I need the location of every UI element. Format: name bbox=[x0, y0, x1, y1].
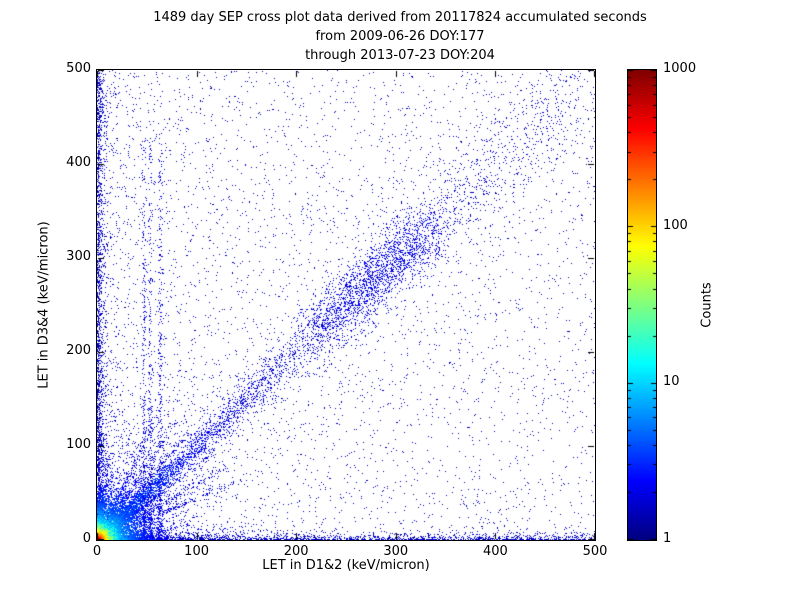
x-tick-label: 100 bbox=[184, 544, 209, 559]
colorbar-tick-label: 1000 bbox=[663, 61, 697, 76]
title-line-1: 1489 day SEP cross plot data derived fro… bbox=[153, 10, 647, 25]
colorbar-tick-label: 1 bbox=[663, 531, 672, 546]
plot-area bbox=[96, 69, 596, 541]
y-tick-label: 0 bbox=[82, 531, 91, 546]
x-axis-label: LET in D1&2 (keV/micron) bbox=[262, 558, 430, 573]
scatter-canvas bbox=[97, 70, 595, 540]
x-tick-label: 300 bbox=[383, 544, 409, 559]
x-tick-label: 200 bbox=[283, 544, 309, 559]
chart-title: 1489 day SEP cross plot data derived fro… bbox=[0, 8, 800, 65]
y-tick-label: 200 bbox=[66, 343, 91, 358]
x-tick-label: 400 bbox=[482, 544, 508, 559]
colorbar-tick-label: 100 bbox=[663, 217, 688, 233]
y-tick-label: 100 bbox=[66, 437, 91, 452]
colorbar-label: Counts bbox=[699, 282, 715, 328]
title-line-3: through 2013-07-23 DOY:204 bbox=[305, 48, 495, 63]
colorbar bbox=[627, 69, 657, 541]
y-tick-label: 300 bbox=[66, 249, 91, 264]
y-tick-label: 400 bbox=[66, 155, 91, 170]
x-tick-label: 0 bbox=[92, 544, 102, 559]
y-axis-label: LET in D3&4 (keV/micron) bbox=[36, 221, 52, 389]
colorbar-canvas bbox=[628, 70, 656, 540]
x-tick-label: 500 bbox=[582, 544, 608, 559]
title-line-2: from 2009-06-26 DOY:177 bbox=[315, 29, 485, 44]
colorbar-tick-label: 10 bbox=[663, 374, 680, 390]
y-tick-label: 500 bbox=[66, 61, 91, 76]
